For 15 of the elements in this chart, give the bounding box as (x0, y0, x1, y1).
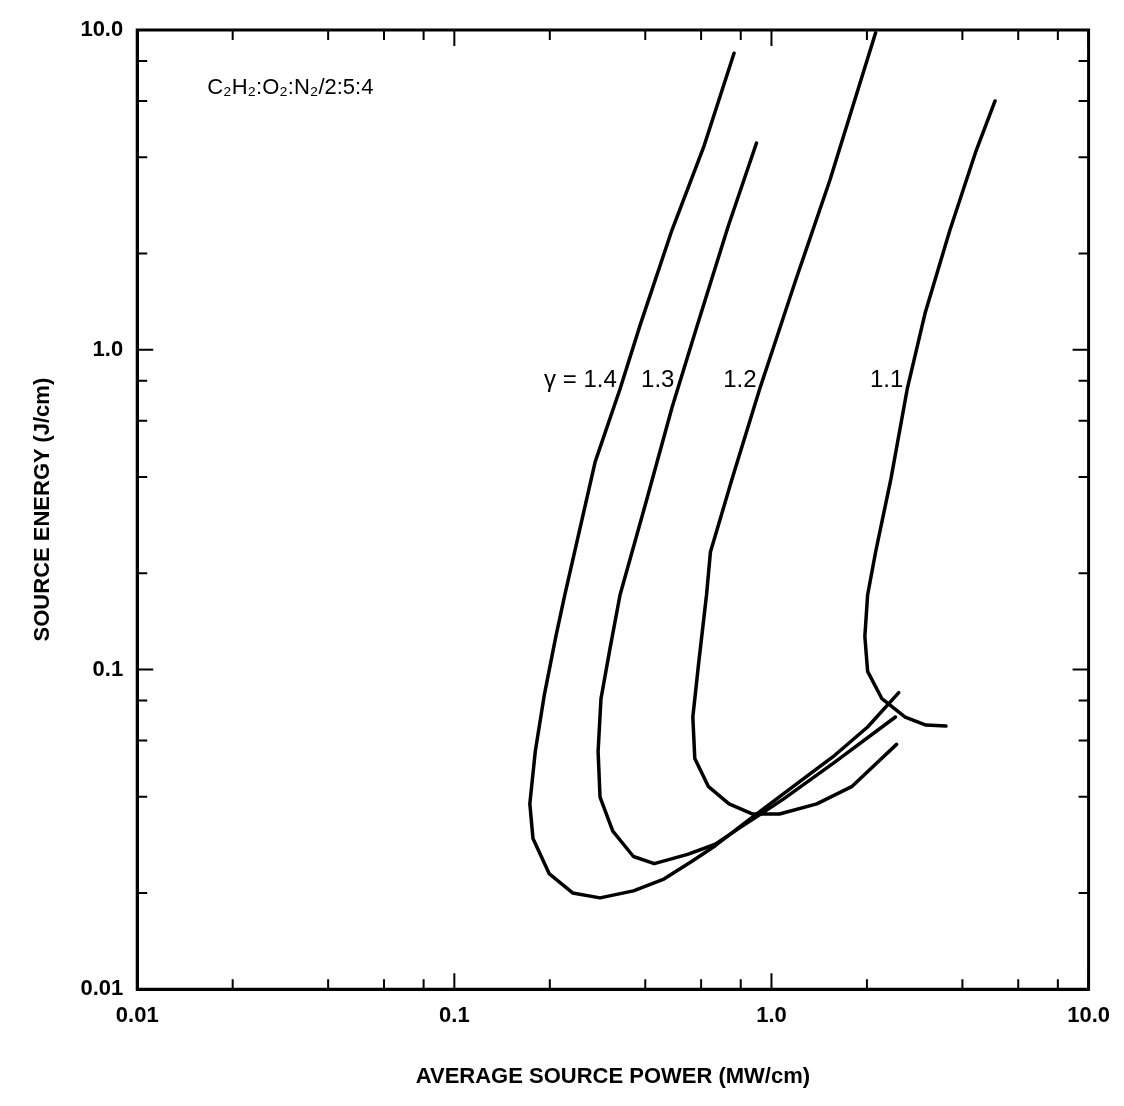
y-tick-label: 1.0 (92, 335, 124, 361)
x-axis-title: AVERAGE SOURCE POWER (MW/cm) (415, 1062, 811, 1088)
x-tick-label: 0.1 (439, 1002, 470, 1028)
series-label: 1.2 (723, 364, 757, 392)
x-tick-label: 10.0 (1067, 1002, 1110, 1028)
y-tick-label: 0.1 (92, 655, 124, 681)
annotation: C₂H₂:O₂:N₂/2:5:4 (207, 74, 374, 100)
series-label: 1.3 (641, 364, 675, 392)
series-label: 1.1 (869, 364, 904, 392)
y-tick-label: 0.01 (80, 975, 124, 1001)
y-tick-label: 10.0 (80, 16, 124, 42)
x-tick-label: 1.0 (756, 1002, 787, 1028)
y-axis-title: SOURCE ENERGY (J/cm) (29, 377, 55, 642)
series-label: γ = 1.4 (544, 364, 617, 392)
x-tick-label: 0.01 (115, 1002, 159, 1028)
